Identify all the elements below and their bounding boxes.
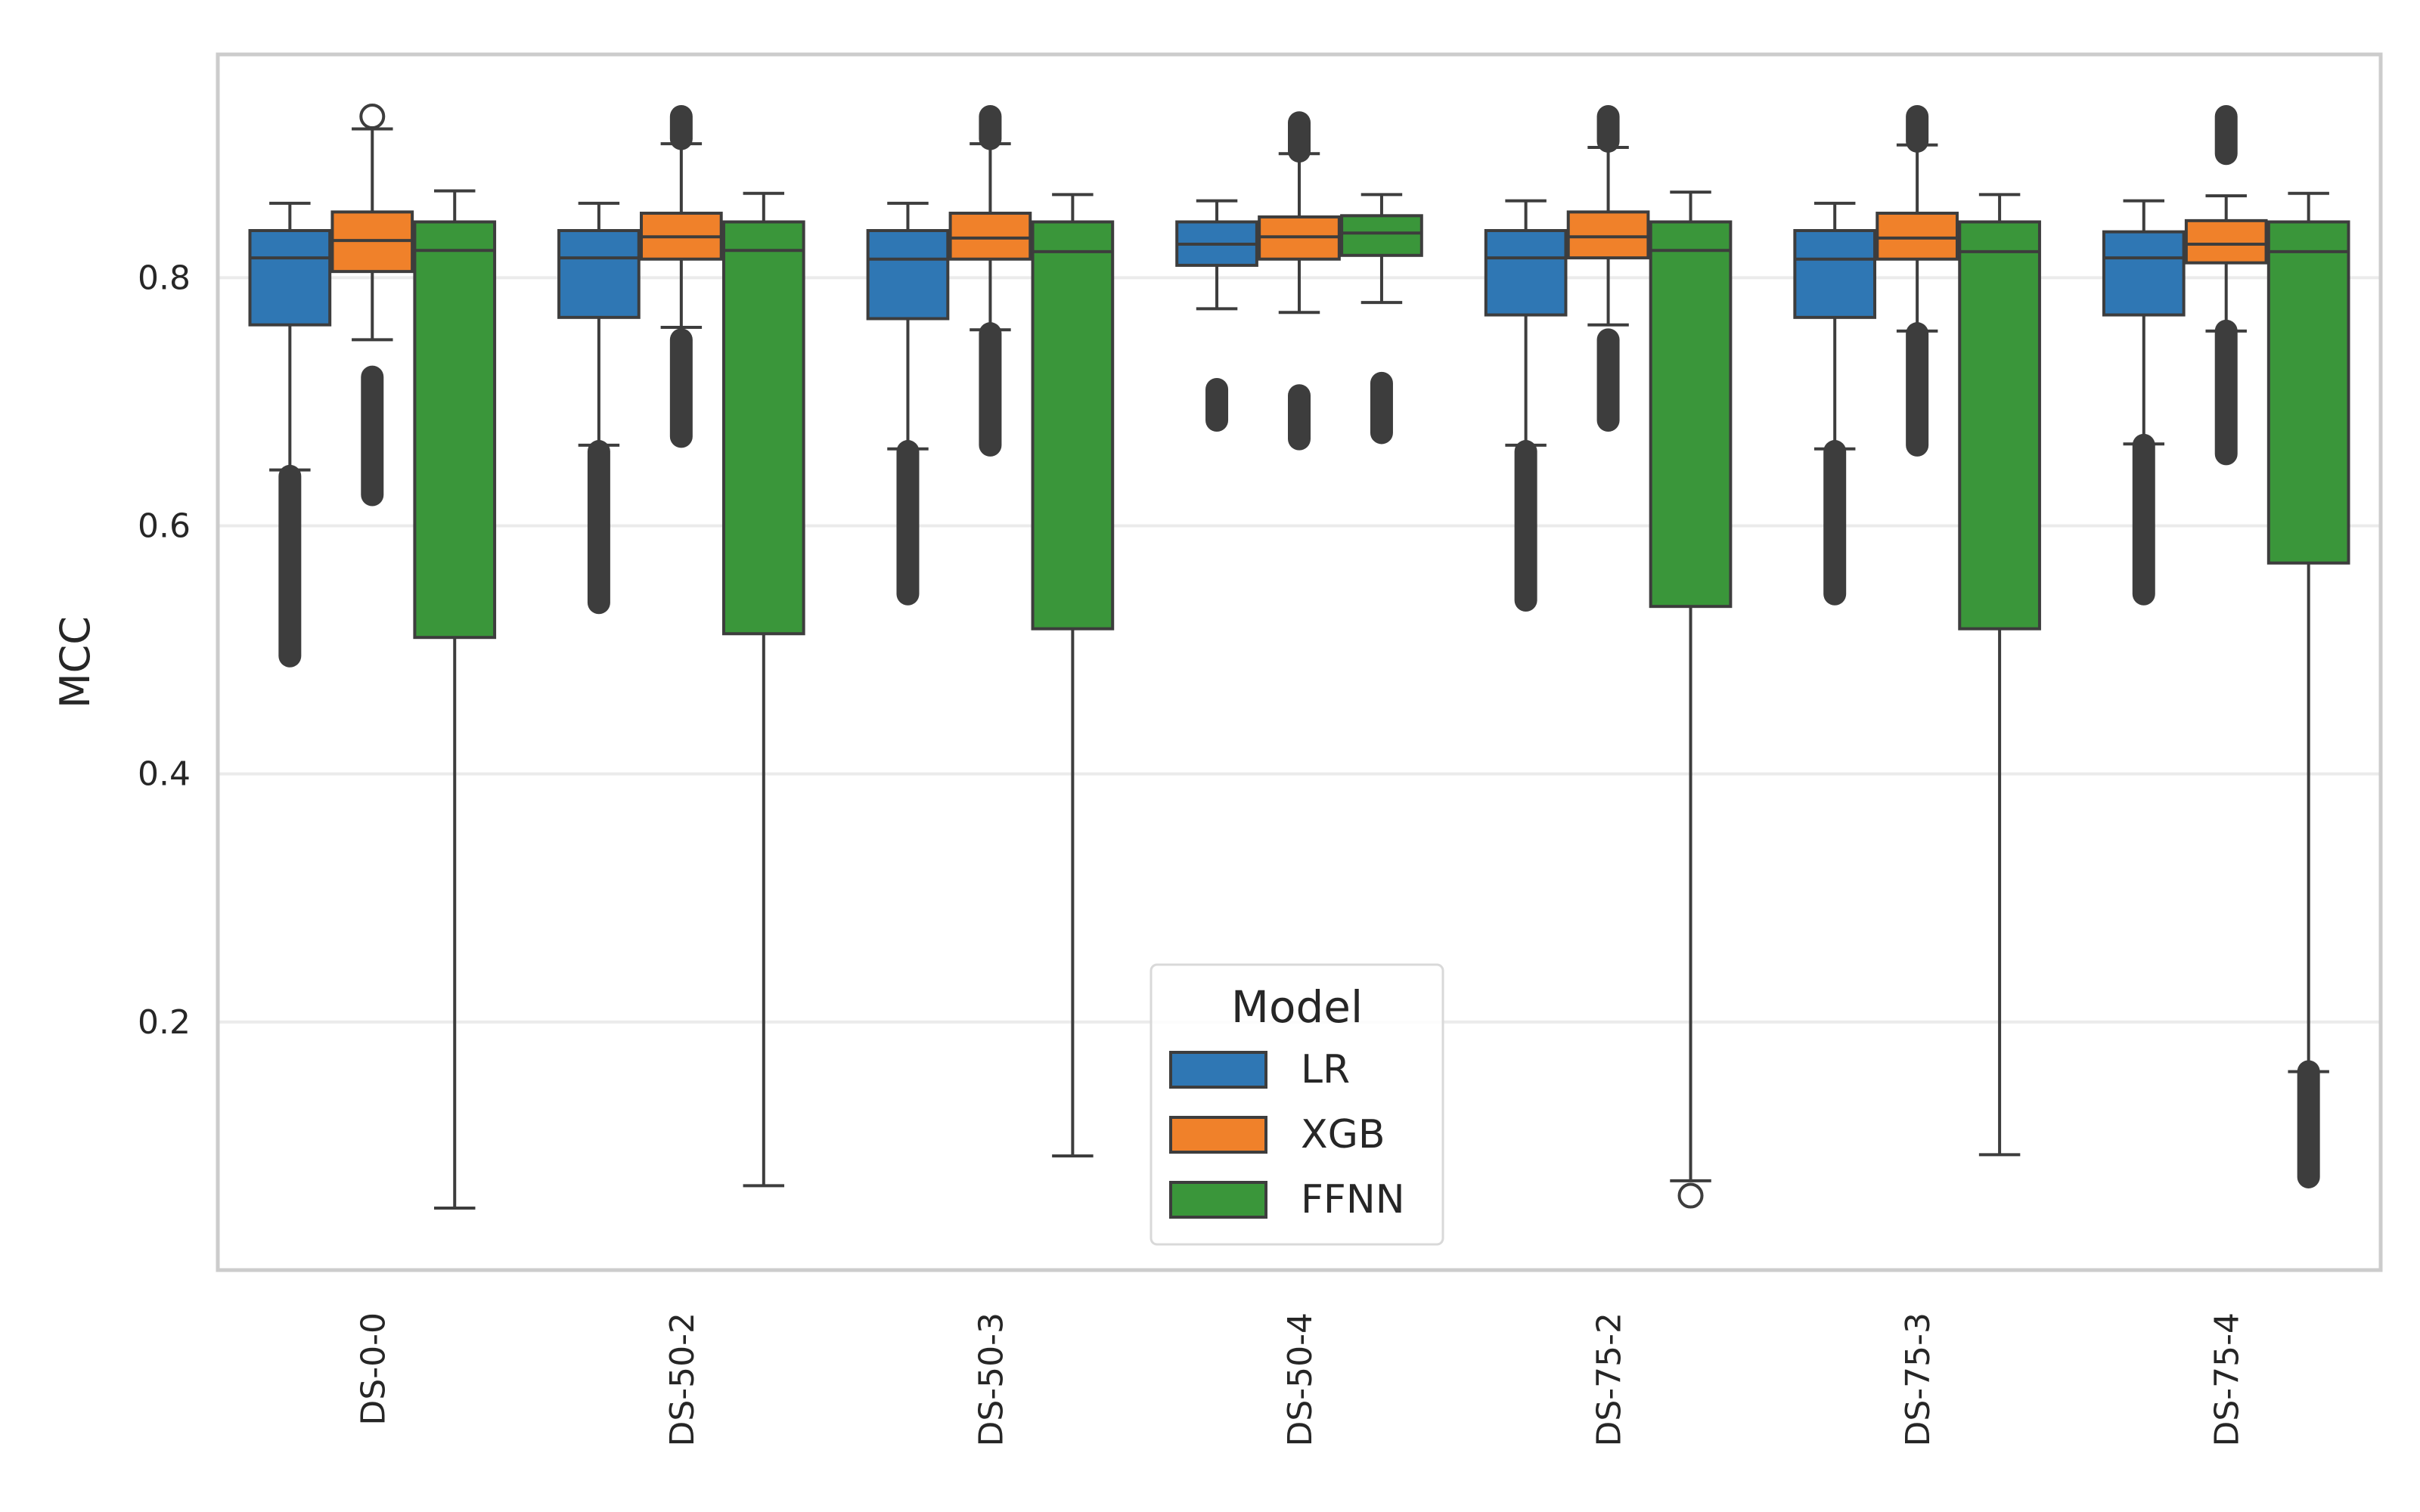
box-body: [1958, 220, 2041, 631]
y-tick-label: 0.4: [138, 755, 191, 794]
box-xgb-ds-0-0: [330, 104, 414, 507]
box-xgb-ds-75-2: [1566, 105, 1650, 432]
box-ffnn-ds-75-2: [1649, 191, 1733, 1209]
legend-item-ffnn: FFNN: [1169, 1177, 1405, 1222]
legend-swatch: [1169, 1116, 1267, 1154]
low-flier: [1677, 1182, 1704, 1209]
legend-label: LR: [1301, 1047, 1350, 1092]
box-body: [2184, 218, 2268, 265]
legend-label: XGB: [1301, 1112, 1385, 1157]
box-body: [2102, 230, 2186, 317]
legend-item-xgb: XGB: [1169, 1112, 1385, 1157]
x-tick-label: DS-50-2: [663, 1312, 702, 1447]
x-tick-label: DS-75-3: [1899, 1312, 1938, 1447]
box-body: [1649, 220, 1733, 609]
box-body: [1566, 210, 1650, 260]
x-tick-label: DS-75-2: [1590, 1312, 1629, 1447]
legend: Model LR XGB FFNN: [1150, 963, 1444, 1246]
box-ffnn-ds-0-0: [413, 189, 497, 1210]
legend-item-lr: LR: [1169, 1047, 1350, 1092]
box-ffnn-ds-75-3: [1958, 193, 2041, 1157]
x-tick-label: DS-50-4: [1281, 1312, 1320, 1447]
box-body: [948, 212, 1032, 261]
box-body: [413, 220, 497, 640]
y-axis-ticks: 0.2 0.4 0.6 0.8: [138, 259, 191, 1041]
box-ffnn-ds-50-3: [1031, 193, 1115, 1158]
box-body: [1031, 220, 1115, 631]
legend-label: FFNN: [1301, 1177, 1405, 1222]
box-xgb-ds-50-2: [640, 105, 723, 448]
box-lr-ds-75-2: [1484, 199, 1568, 612]
box-xgb-ds-75-4: [2184, 105, 2268, 466]
legend-swatch: [1169, 1181, 1267, 1219]
legend-swatch: [1169, 1051, 1267, 1089]
plot-frame: [216, 52, 2383, 1272]
box-lr-ds-75-3: [1793, 201, 1877, 606]
box-body: [866, 228, 950, 321]
box-ffnn-ds-50-4: [1340, 193, 1423, 445]
x-tick-label: DS-50-3: [972, 1312, 1010, 1447]
x-tick-label: DS-75-4: [2208, 1312, 2247, 1447]
box-lr-ds-0-0: [248, 201, 332, 668]
y-axis-title: MCC: [51, 616, 99, 708]
x-tick-label: DS-0-0: [354, 1312, 392, 1426]
plot-area: [248, 104, 2350, 1210]
box-lr-ds-50-3: [866, 201, 950, 606]
box-body: [557, 228, 641, 319]
box-body: [2266, 220, 2350, 565]
box-body: [721, 220, 805, 636]
box-body: [1876, 212, 1959, 261]
y-tick-label: 0.2: [138, 1003, 191, 1042]
box-xgb-ds-50-3: [948, 105, 1032, 457]
box-lr-ds-50-2: [557, 201, 641, 615]
y-tick-label: 0.6: [138, 507, 191, 546]
box-ffnn-ds-75-4: [2266, 191, 2350, 1188]
box-body: [248, 228, 332, 327]
box-lr-ds-50-4: [1175, 199, 1258, 432]
high-flier: [359, 104, 386, 130]
x-axis-ticks: DS-0-0 DS-50-2 DS-50-3 DS-50-4 DS-75-2 DS-75-…: [354, 1312, 2246, 1447]
box-xgb-ds-75-3: [1876, 105, 1959, 457]
y-tick-label: 0.8: [138, 259, 191, 297]
box-body: [1793, 228, 1877, 319]
box-body: [1340, 214, 1423, 257]
box-body: [1484, 228, 1568, 317]
legend-box: [1150, 963, 1444, 1246]
box-xgb-ds-50-4: [1258, 111, 1341, 451]
legend-title: Model: [1231, 981, 1363, 1033]
box-ffnn-ds-50-2: [721, 191, 805, 1188]
box-lr-ds-75-4: [2102, 199, 2186, 606]
